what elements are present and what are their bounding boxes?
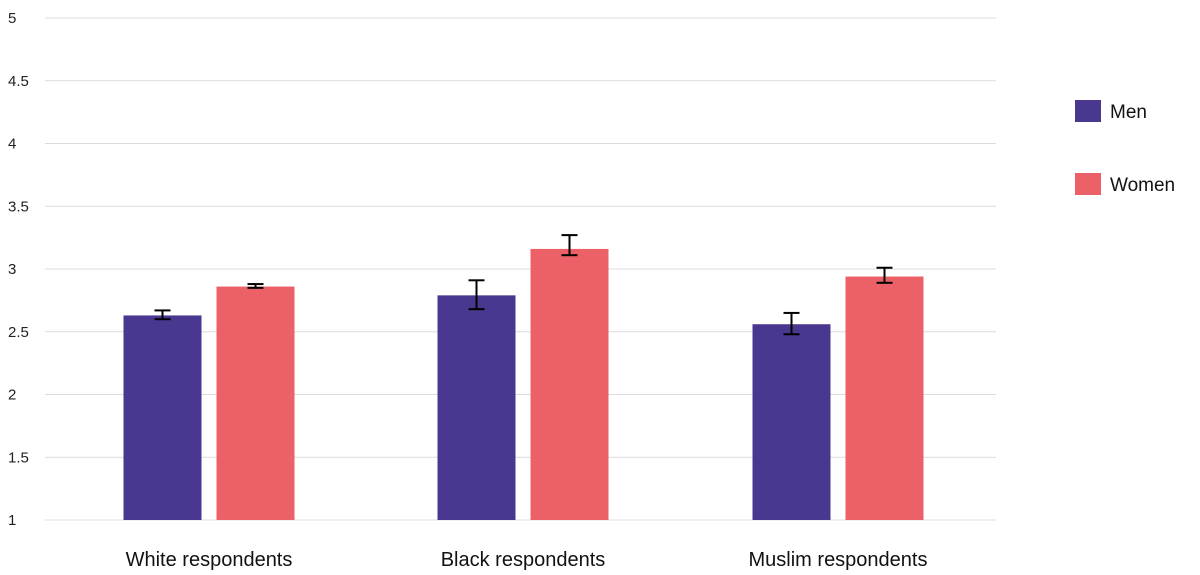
legend: Men Women [1075,100,1175,196]
x-category-label: Muslim respondents [749,549,928,571]
x-axis-category-labels: White respondents Black respondents Muslim… [126,549,928,571]
bars [123,248,924,521]
y-axis-tick-labels: 1 1.5 2 2.5 3 3.5 4 4.5 5 [8,10,29,529]
bar-women [845,276,924,520]
legend-label-men: Men [1110,102,1147,123]
y-tick-label: 5 [8,10,16,27]
y-tick-label: 4.5 [8,73,29,90]
y-tick-label: 3 [8,261,16,278]
y-tick-label: 2.5 [8,324,29,341]
bar-men [123,315,202,520]
bar-men [437,295,516,520]
y-tick-label: 1.5 [8,449,29,466]
legend-swatch-men [1075,100,1101,122]
legend-label-women: Women [1110,175,1175,196]
x-category-label: Black respondents [441,549,606,571]
x-category-label: White respondents [126,549,293,571]
legend-swatch-women [1075,173,1101,195]
gridlines [45,17,996,521]
y-tick-label: 4 [8,136,16,153]
bar-men [752,324,831,520]
bar-women [216,286,295,520]
y-tick-label: 3.5 [8,198,29,215]
y-tick-label: 2 [8,387,16,404]
bar-women [530,248,609,521]
y-tick-label: 1 [8,512,16,529]
error-bars [154,234,893,336]
